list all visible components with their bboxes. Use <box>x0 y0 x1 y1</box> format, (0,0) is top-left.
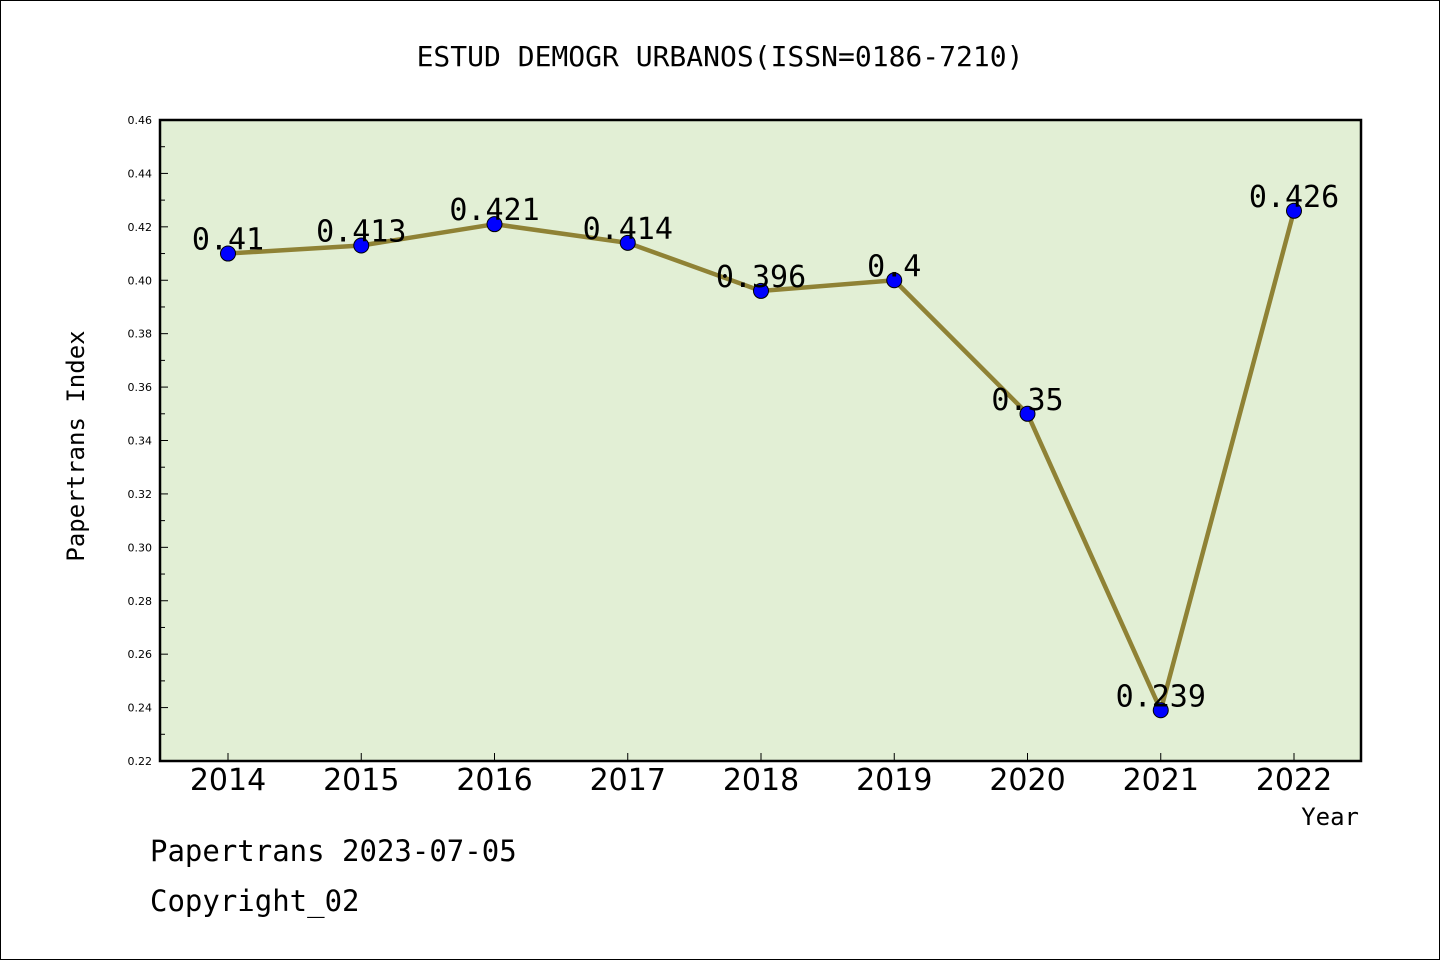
data-point <box>886 272 903 289</box>
data-label: 0.4 <box>867 249 921 284</box>
y-tick-label: 0.24 <box>128 702 153 715</box>
y-tick-label: 0.36 <box>128 381 153 394</box>
series-group: 0.41 0.413 0.421 0.414 0.396 0.4 0.35 0.239 0.42… <box>192 180 1339 719</box>
data-label: 0.41 <box>192 223 264 258</box>
x-axis: 2014 2015 2016 2017 2018 2019 2020 2021 2022 <box>190 753 1332 798</box>
footer-date: Papertrans 2023-07-05 <box>150 834 517 868</box>
y-tick-label: 0.26 <box>128 648 153 661</box>
y-tick-label: 0.34 <box>128 435 153 448</box>
chart-title: ESTUD DEMOGR URBANOS(ISSN=0186-7210) <box>417 40 1024 73</box>
y-tick-label: 0.30 <box>128 541 153 554</box>
x-tick-label: 2016 <box>456 763 532 798</box>
data-point <box>1286 202 1302 219</box>
data-label: 0.421 <box>449 193 539 228</box>
y-tick-label: 0.40 <box>128 274 153 287</box>
data-point <box>353 237 370 254</box>
y-tick-label: 0.42 <box>128 221 153 234</box>
data-label: 0.413 <box>316 215 406 250</box>
plot-area <box>158 118 1363 763</box>
y-tick-label: 0.22 <box>128 755 153 768</box>
x-tick-label: 2017 <box>590 763 666 798</box>
x-tick-label: 2020 <box>989 763 1065 798</box>
x-tick-label: 2015 <box>323 763 399 798</box>
data-point <box>619 234 636 251</box>
data-label: 0.35 <box>991 383 1063 418</box>
data-label: 0.239 <box>1116 679 1206 714</box>
data-label: 0.396 <box>716 260 806 295</box>
x-tick-label: 2018 <box>723 763 799 798</box>
x-tick-label: 2021 <box>1123 763 1199 798</box>
y-tick-label: 0.28 <box>128 595 153 608</box>
x-axis-title: Year <box>1301 803 1359 831</box>
y-tick-label: 0.32 <box>128 488 153 501</box>
data-point <box>1019 405 1036 422</box>
y-tick-label: 0.46 <box>128 114 153 127</box>
x-tick-label: 2014 <box>190 763 266 798</box>
x-tick-label: 2022 <box>1256 763 1332 798</box>
y-axis-title: Papertrans Index <box>62 330 90 561</box>
data-point <box>220 245 236 262</box>
data-point <box>753 282 769 299</box>
footer-copyright: Copyright_02 <box>150 884 360 918</box>
x-tick-label: 2019 <box>856 763 932 798</box>
data-point <box>1152 702 1169 719</box>
data-label: 0.426 <box>1249 180 1339 215</box>
data-label: 0.414 <box>583 212 673 247</box>
y-tick-label: 0.44 <box>128 167 153 180</box>
y-tick-label: 0.38 <box>128 328 153 341</box>
data-point <box>486 216 503 233</box>
y-axis: 0.22 0.24 0.26 0.28 0.30 0.32 0.34 0.36 0.38 0.40… <box>128 114 168 768</box>
